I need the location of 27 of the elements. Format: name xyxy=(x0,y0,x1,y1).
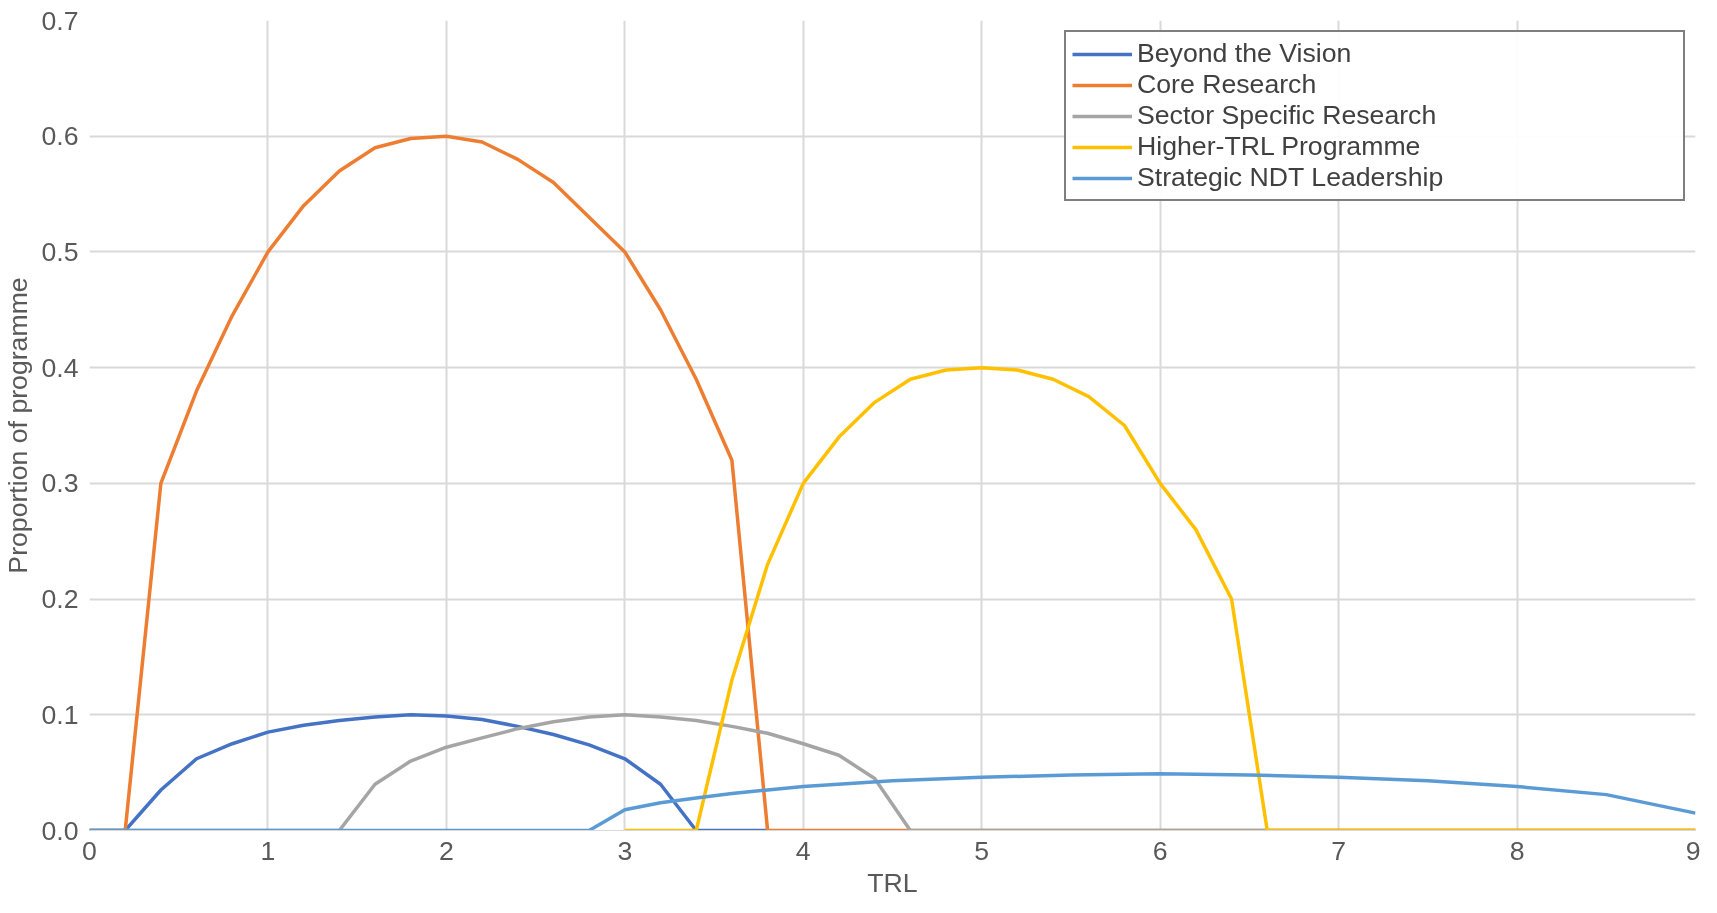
legend-label: Higher-TRL Programme xyxy=(1137,131,1422,162)
y-tick-label: 0.4 xyxy=(41,352,79,383)
y-tick-label: 0.1 xyxy=(41,699,79,730)
x-tick-label: 6 xyxy=(1152,835,1168,866)
x-tick-label: 7 xyxy=(1331,835,1347,866)
y-tick-label: 0.0 xyxy=(41,815,79,846)
legend-label: Core Research xyxy=(1137,69,1318,100)
line-series xyxy=(623,365,1696,831)
y-axis-title: Proportion of programme xyxy=(3,277,34,574)
legend-label: Beyond the Vision xyxy=(1137,38,1353,69)
x-tick-label: 2 xyxy=(438,835,454,866)
legend-label: Strategic NDT Leadership xyxy=(1137,162,1445,193)
x-tick-label: 4 xyxy=(795,835,811,866)
x-tick-label: 5 xyxy=(974,835,990,866)
y-tick-label: 0.7 xyxy=(41,5,79,36)
y-tick-label: 0.2 xyxy=(41,584,79,615)
x-axis-title: TRL xyxy=(867,867,918,898)
y-tick-label: 0.6 xyxy=(41,121,79,152)
x-tick-label: 3 xyxy=(617,835,633,866)
x-tick-label: 8 xyxy=(1509,835,1525,866)
x-tick-label: 0 xyxy=(82,835,97,866)
y-tick-label: 0.3 xyxy=(41,468,79,499)
x-tick-label: 9 xyxy=(1685,835,1701,866)
x-tick-label: 1 xyxy=(260,835,276,866)
legend-label: Sector Specific Research xyxy=(1137,100,1438,131)
y-tick-label: 0.5 xyxy=(41,236,79,267)
line-series xyxy=(89,772,1696,831)
